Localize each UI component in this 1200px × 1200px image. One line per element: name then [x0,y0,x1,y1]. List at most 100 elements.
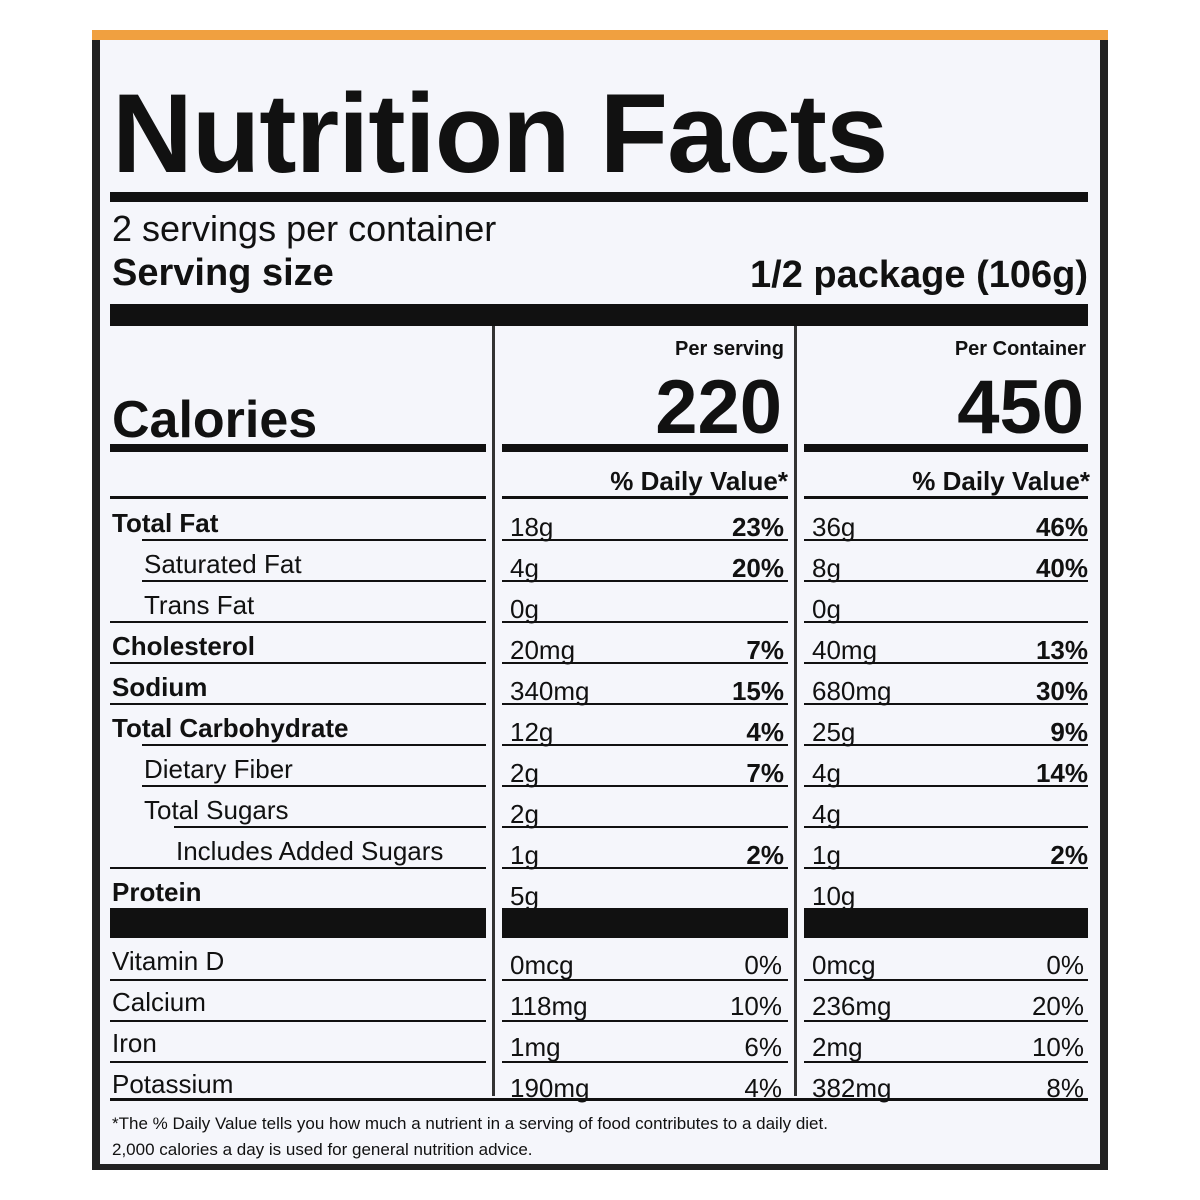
vitamin-serving-amount: 118mg [510,991,588,1021]
column-divider-2 [794,326,797,1096]
left-border [92,40,100,1170]
vitamin-bar-mid [502,908,788,938]
vitamin-serving-amount: 0mcg [510,950,574,980]
nutrient-container-amount: 25g [812,717,856,747]
row-rule-left [174,826,486,828]
vitamin-serving-dv: 0% [744,950,782,980]
vitamin-rule-left [110,1061,486,1063]
per-container-header: Per Container [954,338,1086,360]
nutrient-serving-dv: 7% [746,635,784,665]
row-rule-right [804,580,1088,582]
nutrient-serving-dv: 7% [746,758,784,788]
nutrient-serving-amount: 2g [510,799,539,829]
nutrient-name: Saturated Fat [144,549,302,579]
vitamin-container-dv: 20% [1031,991,1084,1021]
dv-rule-left [110,496,486,499]
nutrient-container-dv: 13% [1035,635,1088,665]
row-rule-left [142,580,486,582]
calories-rule-left [110,444,486,452]
nutrient-container-amount: 4g [812,758,841,788]
calories-rule-mid [502,444,788,452]
nutrient-container-amount: 0g [812,594,841,624]
nutrient-serving-dv: 2% [746,840,784,870]
nutrient-container-amount: 8g [812,553,841,583]
calories-rule-right [804,444,1088,452]
nutrient-name: Trans Fat [144,590,255,620]
nutrient-serving-amount: 340mg [510,676,590,706]
row-rule-right [804,621,1088,623]
row-rule-mid [502,662,788,664]
nutrient-name: Total Carbohydrate [112,713,349,743]
nutrient-serving-amount: 2g [510,758,539,788]
nutrient-serving-amount: 1g [510,840,539,870]
right-border [1100,40,1108,1170]
vitamin-container-amount: 2mg [812,1032,863,1062]
nutrient-container-amount: 4g [812,799,841,829]
row-rule-right [804,785,1088,787]
row-rule-mid [502,703,788,705]
nutrient-container-amount: 36g [812,512,856,542]
nutrient-container-dv: 14% [1035,758,1088,788]
row-rule-right [804,539,1088,541]
vitamin-container-amount: 236mg [812,991,892,1021]
vitamin-rule-mid [502,979,788,981]
nutrient-name: Protein [112,877,202,907]
calories-per-serving: 220 [655,365,782,450]
nutrient-serving-amount: 12g [510,717,554,747]
nutrient-container-amount: 1g [812,840,841,870]
title-rule [110,192,1088,202]
vitamin-serving-dv: 10% [729,991,782,1021]
row-rule-mid [502,785,788,787]
daily-value-header-container: % Daily Value* [912,466,1090,496]
vitamin-name: Iron [112,1028,157,1058]
row-rule-mid [502,539,788,541]
nutrient-serving-dv: 4% [746,717,784,747]
vitamin-name: Calcium [112,987,206,1017]
calories-label: Calories [112,391,318,449]
footnote-rule [110,1098,1088,1101]
nutrient-container-dv: 2% [1050,840,1088,870]
row-rule-left [142,785,486,787]
vitamin-serving-dv: 6% [744,1032,782,1062]
footnote-line-2: 2,000 calories a day is used for general… [112,1140,533,1159]
dv-rule-right [804,496,1088,499]
row-rule-left [110,662,486,664]
vitamin-bar-left [110,908,486,938]
nutrient-serving-amount: 4g [510,553,539,583]
per-serving-header: Per serving [675,338,784,360]
vitamin-name: Potassium [112,1069,234,1099]
row-rule-mid [502,580,788,582]
row-rule-left [110,703,486,705]
vitamin-rule-right [804,1061,1088,1063]
daily-value-header-serving: % Daily Value* [610,466,788,496]
nutrient-serving-dv: 15% [731,676,784,706]
row-rule-right [804,826,1088,828]
nutrient-name: Dietary Fiber [144,754,293,784]
nutrient-container-dv: 30% [1035,676,1088,706]
nutrient-serving-amount: 0g [510,594,539,624]
vitamin-serving-amount: 1mg [510,1032,561,1062]
nutrient-name: Total Sugars [144,795,289,825]
nutrient-serving-dv: 23% [731,512,784,542]
nutrient-name: Total Fat [112,508,219,538]
nutrient-container-amount: 40mg [812,635,878,665]
row-rule-right [804,867,1088,869]
row-rule-left [142,539,486,541]
row-rule-left [110,867,486,869]
vitamin-rule-mid [502,1020,788,1022]
row-rule-mid [502,744,788,746]
nutrient-container-dv: 40% [1035,553,1088,583]
row-rule-mid [502,826,788,828]
vitamin-rule-right [804,979,1088,981]
vitamin-rule-left [110,1020,486,1022]
vitamin-container-dv: 10% [1031,1032,1084,1062]
vitamin-rule-left [110,979,486,981]
row-rule-right [804,744,1088,746]
vitamin-name: Vitamin D [112,946,225,976]
nutrient-serving-amount: 5g [510,881,539,911]
row-rule-left [110,621,486,623]
vitamin-container-dv: 0% [1046,950,1084,980]
nutrient-container-amount: 680mg [812,676,892,706]
dv-rule-mid [502,496,788,499]
nutrient-name: Sodium [112,672,208,702]
